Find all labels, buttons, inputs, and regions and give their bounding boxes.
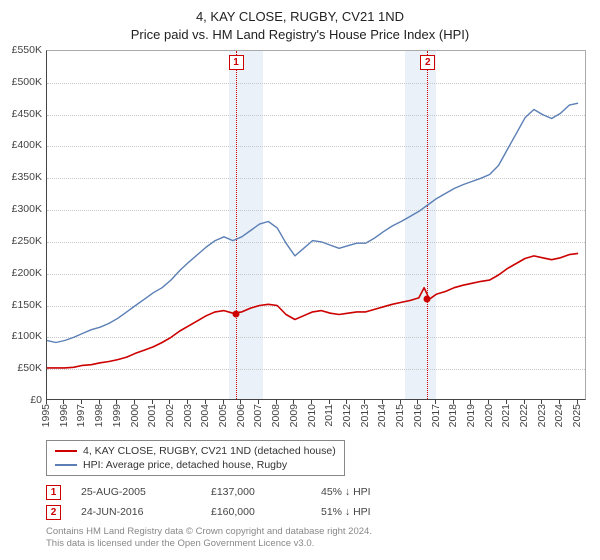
legend-item: HPI: Average price, detached house, Rugb… [55, 458, 336, 472]
x-tick-label: 2013 [359, 404, 371, 427]
x-tick-label: 2014 [376, 404, 388, 427]
x-tick-label: 2021 [500, 404, 512, 427]
x-tick-label: 2011 [323, 404, 335, 427]
y-tick-label: £500K [0, 76, 42, 88]
x-tick-label: 1999 [111, 404, 123, 427]
x-tick-label: 2005 [217, 404, 229, 427]
x-tick-label: 2002 [164, 404, 176, 427]
y-tick-label: £300K [0, 203, 42, 215]
sale-price: £137,000 [211, 486, 321, 498]
sale-point [424, 296, 431, 303]
y-tick-label: £350K [0, 171, 42, 183]
legend-swatch [55, 450, 77, 452]
x-tick-label: 2025 [571, 404, 583, 427]
x-tick-label: 2012 [341, 404, 353, 427]
sales-table: 1 25-AUG-2005£137,00045% ↓ HPI 2 24-JUN-201… [46, 482, 441, 522]
x-tick-label: 2006 [235, 404, 247, 427]
sale-price: £160,000 [211, 506, 321, 518]
x-tick-label: 2003 [182, 404, 194, 427]
attribution: Contains HM Land Registry data © Crown c… [46, 526, 372, 551]
attribution-line1: Contains HM Land Registry data © Crown c… [46, 526, 372, 538]
x-tick-label: 2008 [270, 404, 282, 427]
sale-hpi-delta: 51% ↓ HPI [321, 506, 441, 518]
y-tick-label: £250K [0, 235, 42, 247]
x-tick-label: 2000 [129, 404, 141, 427]
y-tick-label: £150K [0, 299, 42, 311]
y-tick-label: £200K [0, 267, 42, 279]
sale-row: 2 24-JUN-2016£160,00051% ↓ HPI [46, 502, 441, 522]
sale-point [232, 310, 239, 317]
series-property [47, 253, 578, 368]
y-tick-label: £550K [0, 44, 42, 56]
attribution-line2: This data is licensed under the Open Gov… [46, 538, 372, 550]
legend: 4, KAY CLOSE, RUGBY, CV21 1ND (detached … [46, 440, 345, 476]
x-tick-label: 2018 [447, 404, 459, 427]
x-tick-label: 2016 [412, 404, 424, 427]
y-tick-label: £400K [0, 139, 42, 151]
legend-label: 4, KAY CLOSE, RUGBY, CV21 1ND (detached … [83, 445, 336, 457]
x-tick-label: 2023 [536, 404, 548, 427]
x-tick-label: 2015 [394, 404, 406, 427]
legend-swatch [55, 464, 77, 466]
x-tick-label: 1995 [40, 404, 52, 427]
x-tick-label: 2001 [146, 404, 158, 427]
y-tick-label: £0 [0, 394, 42, 406]
x-tick-label: 2004 [199, 404, 211, 427]
legend-item: 4, KAY CLOSE, RUGBY, CV21 1ND (detached … [55, 444, 336, 458]
sale-hpi-delta: 45% ↓ HPI [321, 486, 441, 498]
x-tick-label: 2019 [465, 404, 477, 427]
x-tick-label: 2022 [518, 404, 530, 427]
x-tick-label: 2017 [430, 404, 442, 427]
legend-label: HPI: Average price, detached house, Rugb… [83, 459, 287, 471]
x-tick-label: 2024 [553, 404, 565, 427]
title-address: 4, KAY CLOSE, RUGBY, CV21 1ND [0, 8, 600, 26]
x-tick-label: 1996 [58, 404, 70, 427]
sale-date: 25-AUG-2005 [81, 486, 211, 498]
x-tick-label: 1997 [75, 404, 87, 427]
series-hpi [47, 103, 578, 342]
sale-row-marker: 1 [46, 485, 61, 500]
sale-row: 1 25-AUG-2005£137,00045% ↓ HPI [46, 482, 441, 502]
x-tick-label: 2020 [483, 404, 495, 427]
y-tick-label: £100K [0, 330, 42, 342]
x-tick-label: 2009 [288, 404, 300, 427]
x-tick-label: 2010 [306, 404, 318, 427]
series-svg [47, 51, 587, 401]
sale-date: 24-JUN-2016 [81, 506, 211, 518]
x-tick-label: 2007 [252, 404, 264, 427]
sale-row-marker: 2 [46, 505, 61, 520]
plot-region: 12 [46, 50, 586, 400]
x-tick-label: 1998 [93, 404, 105, 427]
y-tick-label: £450K [0, 108, 42, 120]
y-tick-label: £50K [0, 362, 42, 374]
chart: 12 £0£50K£100K£150K£200K£250K£300K£350K£… [46, 50, 586, 400]
title-subtitle: Price paid vs. HM Land Registry's House … [0, 26, 600, 44]
